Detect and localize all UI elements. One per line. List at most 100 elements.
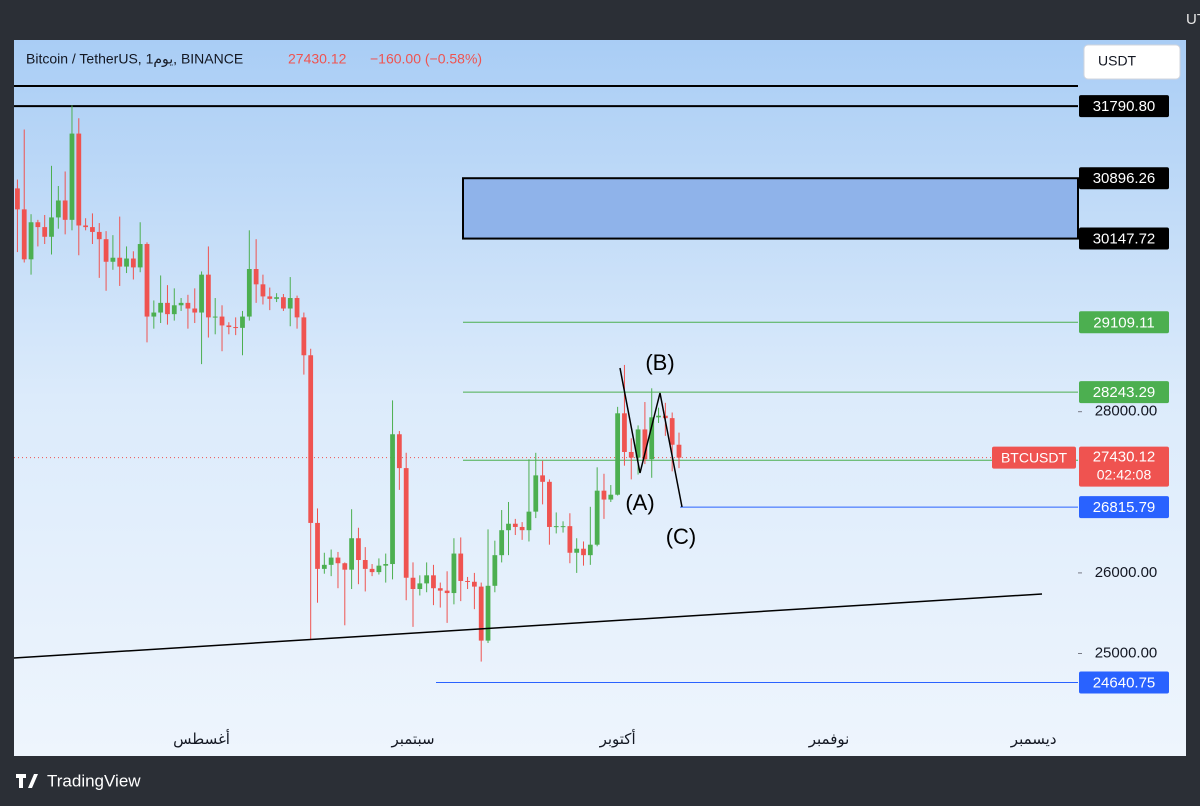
candle-body [492,555,498,586]
candle-body [574,548,580,553]
price-tag-label: 27430.12 [1093,449,1156,466]
candle-body [267,296,273,299]
currency-label[interactable]: USDT [1098,53,1137,69]
brand-logo [16,774,38,788]
wave-label: (B) [645,350,674,375]
candle-body [628,451,634,458]
candle-body [622,413,627,452]
candle-body [581,548,586,556]
symbol-tag [992,446,1076,469]
y-tick-label: 28000.00 [1095,403,1158,420]
candle-body [485,585,491,641]
candle-body [328,557,334,565]
candle-body [226,325,232,328]
candle-body [315,522,320,569]
candle-body [560,526,566,528]
price-tag [1079,311,1169,334]
candle-body [287,298,293,309]
candle-body [608,494,614,500]
candle-body [635,429,641,458]
x-tick-label: ديسمبر [1010,731,1057,748]
candle-body [526,511,532,531]
candle-body [199,274,204,313]
candle-body [458,553,464,581]
candle-body [185,302,191,309]
price-tag-label: 29109.11 [1093,314,1154,331]
candle-body [390,434,395,565]
candle-body [240,316,245,328]
wave-line [619,367,683,508]
candle-body [151,312,157,317]
candle-body [567,526,573,553]
candle-body [437,588,443,591]
candle-body [96,231,102,240]
candle-body [301,317,307,356]
candle-body [519,526,525,531]
candle-body [294,298,300,318]
candle-body [369,568,375,573]
candle-body [444,590,450,594]
candle-body [144,244,150,317]
candle-body [362,560,368,569]
price-tag-label: 30896.26 [1093,170,1156,187]
candle-body [15,188,20,210]
candle-body [205,274,211,318]
candle-body [233,327,239,329]
price-tag-label: 26815.79 [1093,499,1156,516]
price-tag-label: 28243.29 [1093,384,1156,401]
candle-body [403,468,409,578]
candle-body [130,258,136,268]
last-price: 27430.12 [288,51,347,67]
candle-body [349,538,355,570]
footer [0,756,1200,806]
candle-body [90,227,95,232]
candle-body [49,217,54,237]
candle-body [669,418,675,445]
candle-body [417,583,423,590]
candle-body [356,538,361,561]
candle-body [649,417,655,460]
price-tag [1079,167,1169,190]
y-tick-label: 26000.00 [1095,564,1158,581]
candle-body [601,490,607,500]
brand: TradingView [47,771,141,790]
x-tick-label: سبتمبر [390,731,434,748]
wave-label: (C) [666,524,697,549]
candle-body [171,305,177,315]
candle-body [83,225,89,228]
price-tag [1079,95,1169,118]
candle-body [553,526,559,528]
countdown: 02:42:08 [1097,466,1152,482]
candle-body [587,544,593,556]
x-tick-label: أغسطس [173,729,230,748]
price-tag-label: 30147.72 [1093,231,1156,248]
candle-body [110,257,116,262]
candle-body [137,244,143,268]
candle-body [335,557,341,564]
candle-body [410,577,416,590]
candle-body [260,284,266,297]
currency-button[interactable] [1083,44,1181,80]
candle-body [471,581,477,587]
candle-body [383,564,389,566]
candle-body [219,316,225,326]
candle-body [42,227,48,237]
candle-body [117,257,123,267]
candle-body [533,475,539,512]
candle-body [69,133,75,220]
candle-body [76,133,82,226]
candle-body [212,316,218,318]
symbol-tag-label: BTCUSDT [1001,449,1068,465]
post-header: نشر bushahad على TradingView.com في أكتو… [1186,9,1200,29]
candle-body [62,200,68,220]
candle-body [512,523,518,527]
price-tag-label: 31790.80 [1093,98,1156,115]
candle-body [499,530,505,556]
candle-body [342,563,348,570]
candle-body [165,302,170,315]
candle-body [431,575,436,589]
candle-body [656,415,661,418]
candle-body [478,586,484,641]
price-tag [1079,671,1169,694]
